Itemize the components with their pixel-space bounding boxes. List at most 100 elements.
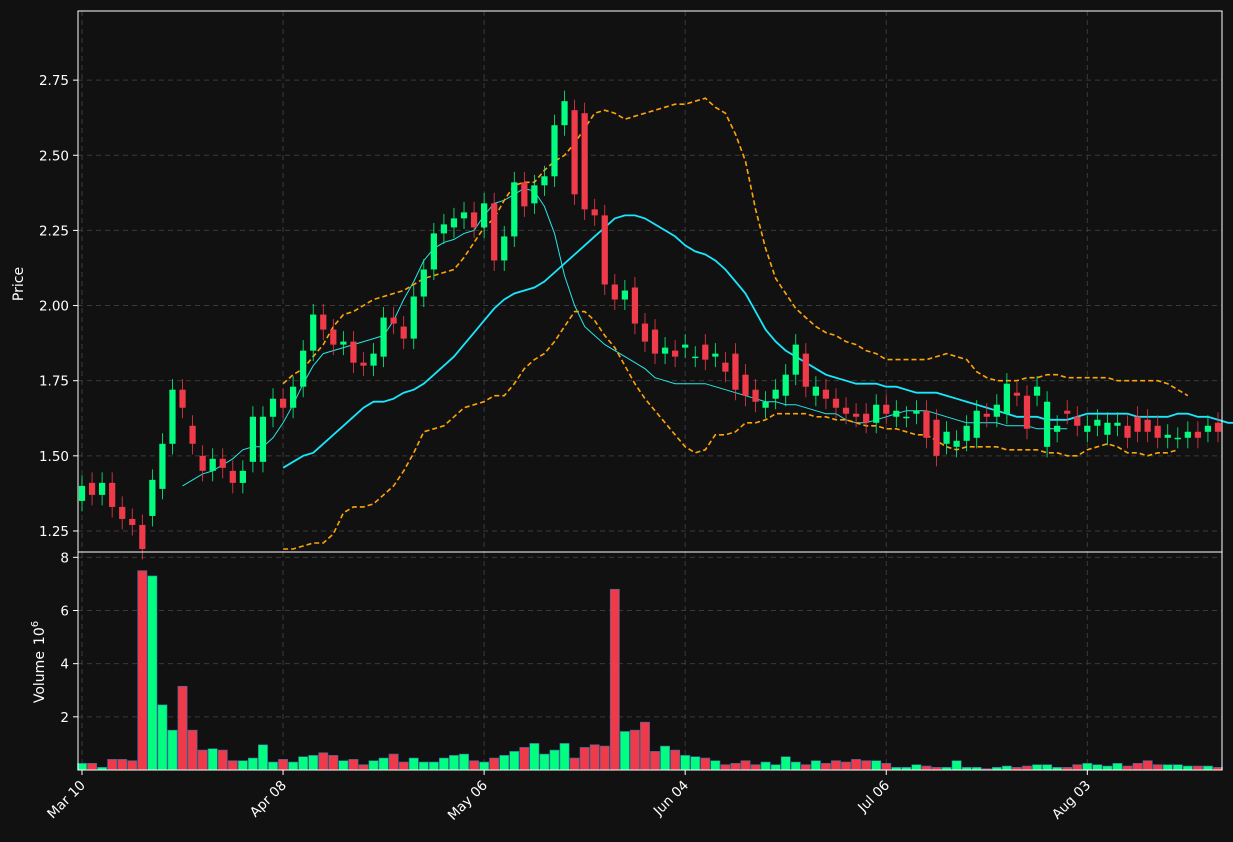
candle-body	[1214, 422, 1222, 432]
candle-body	[179, 389, 186, 408]
volume-tick-label: 8	[60, 550, 69, 566]
candle	[661, 337, 669, 365]
volume-bars	[77, 570, 1223, 771]
candle-body	[390, 317, 397, 324]
candle-body	[631, 287, 639, 324]
candle	[943, 421, 950, 455]
candle-body	[440, 224, 448, 234]
candle-body	[601, 215, 608, 285]
volume-bar	[107, 759, 118, 771]
price-y-axis: 1.25 1.50 1.75 2.00 2.25 2.50 2.75	[39, 73, 78, 540]
volume-bar	[640, 721, 650, 771]
candle	[219, 448, 226, 479]
candle-body	[591, 209, 598, 216]
candle-body	[360, 362, 367, 366]
volume-bar	[670, 749, 681, 771]
candle-body	[541, 176, 548, 186]
candle-body	[762, 401, 769, 408]
candle	[541, 165, 548, 196]
volume-bar	[177, 685, 188, 771]
candle-body	[400, 326, 407, 339]
volume-bar	[1182, 765, 1193, 771]
volume-bar	[690, 756, 701, 771]
candle	[923, 400, 930, 449]
volume-bar	[1122, 765, 1133, 771]
candle	[611, 273, 618, 311]
volume-bar	[127, 760, 138, 771]
candlesticks	[78, 90, 1222, 560]
candle	[792, 334, 799, 386]
candle-body	[410, 296, 417, 339]
candle	[561, 90, 568, 136]
volume-bar	[278, 759, 288, 771]
candle-body	[973, 410, 980, 438]
candle-body	[481, 203, 488, 228]
candle-body	[873, 404, 880, 423]
volume-bar	[298, 756, 309, 771]
candle	[963, 415, 970, 452]
volume-axis-label-text: Volume	[32, 651, 48, 703]
candle-body	[1124, 425, 1131, 438]
candle	[531, 174, 538, 214]
volume-bar	[338, 760, 349, 771]
candle-body	[752, 389, 759, 402]
volume-bar	[871, 760, 882, 771]
volume-bar	[770, 764, 781, 771]
candle	[491, 192, 498, 271]
candle-body	[88, 482, 96, 495]
candle-body	[702, 344, 709, 360]
candle-body	[289, 386, 297, 408]
volume-bar	[1022, 765, 1032, 771]
candle	[310, 304, 317, 362]
price-tick-label: 2.25	[39, 223, 69, 239]
candle	[702, 334, 709, 371]
volume-bar	[288, 761, 299, 771]
candle-body	[863, 413, 870, 423]
candle	[772, 379, 779, 410]
candle	[1094, 409, 1101, 437]
candle-body	[842, 407, 850, 414]
candle	[822, 379, 830, 410]
candle	[149, 469, 156, 527]
volume-gridlines	[78, 552, 1222, 770]
candle-body	[310, 314, 317, 351]
candle	[983, 403, 990, 428]
volume-bar	[388, 753, 399, 771]
candle	[782, 364, 789, 407]
candle-body	[1114, 422, 1121, 426]
candle-body	[983, 413, 990, 417]
price-tick-label: 1.50	[39, 449, 69, 465]
candle	[883, 394, 890, 425]
volume-bar	[398, 761, 409, 771]
volume-bar	[800, 764, 811, 771]
candle	[551, 114, 558, 187]
candle-body	[300, 350, 307, 387]
candle	[239, 460, 246, 494]
candle-body	[641, 323, 649, 342]
candle-body	[249, 416, 257, 462]
candle	[802, 343, 809, 398]
volume-bar	[951, 760, 962, 771]
candle	[752, 379, 759, 413]
candle-body	[732, 353, 739, 390]
candle	[129, 508, 136, 536]
candle-body	[712, 353, 719, 357]
volume-bar	[750, 764, 761, 771]
candle	[199, 445, 206, 482]
candle	[581, 102, 588, 220]
candle	[993, 394, 1000, 428]
candle-body	[1154, 425, 1161, 438]
candle	[873, 394, 880, 434]
candle	[300, 340, 307, 398]
candle	[189, 415, 196, 455]
volume-bar	[187, 729, 198, 771]
candle	[169, 379, 176, 455]
candle	[893, 400, 900, 428]
candle	[852, 403, 860, 428]
volume-bar	[700, 757, 711, 771]
volume-bar	[1072, 764, 1083, 771]
volume-bar	[509, 751, 520, 771]
volume-bar	[258, 744, 268, 771]
candle-body	[420, 269, 427, 297]
candle-body	[1094, 419, 1101, 426]
